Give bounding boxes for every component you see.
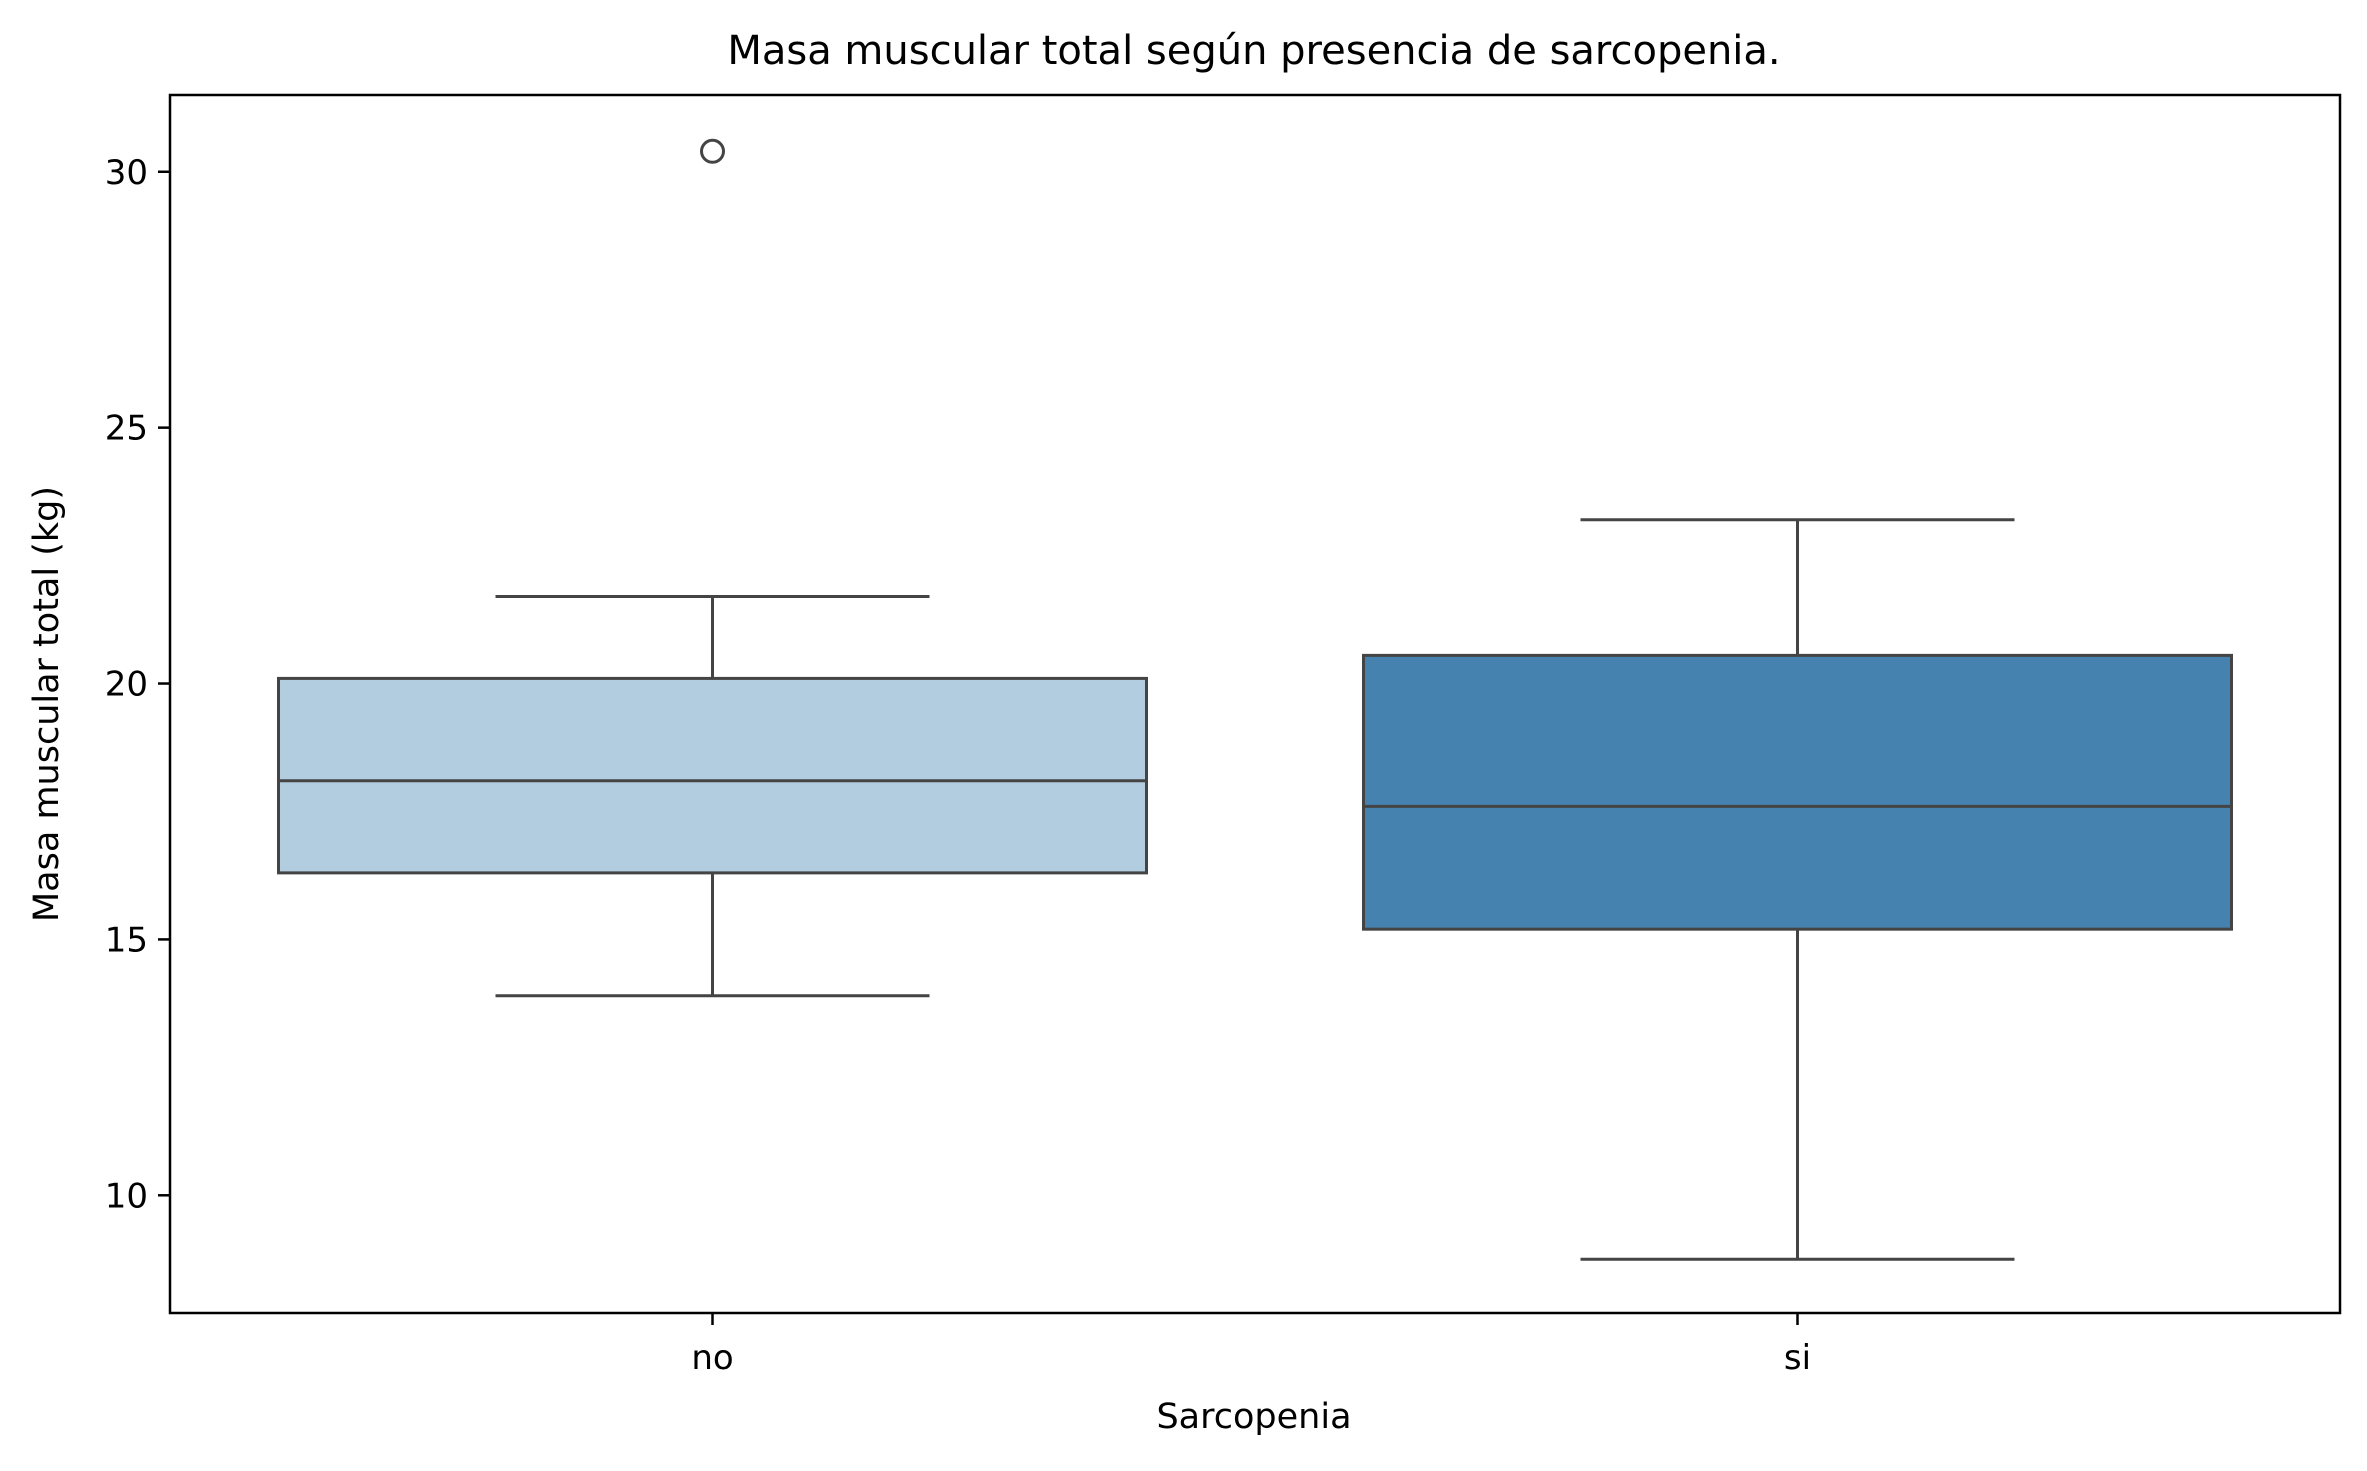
y-tick-label-10: 10 xyxy=(105,1176,148,1216)
x-tick-label-si: si xyxy=(1784,1338,1811,1378)
y-axis-label: Masa muscular total (kg) xyxy=(27,486,67,922)
x-axis: no si xyxy=(691,1313,1811,1378)
box-group-si xyxy=(1362,518,2233,1261)
y-tick-label-30: 30 xyxy=(105,153,148,193)
x-axis-label: Sarcopenia xyxy=(1156,1397,1351,1437)
outlier-point-no-0 xyxy=(700,138,725,164)
plot-frame xyxy=(168,93,2342,1315)
x-tick-label-no: no xyxy=(691,1338,733,1378)
y-tick-label-15: 15 xyxy=(105,920,148,960)
chart-title: Masa muscular total según presencia de s… xyxy=(727,28,1780,74)
box-group-no xyxy=(277,138,1148,998)
plot-content xyxy=(277,138,2233,1261)
box-si xyxy=(1362,653,2233,931)
box-no xyxy=(277,676,1148,875)
y-axis: 10 15 20 25 30 xyxy=(105,153,170,1216)
y-tick-label-25: 25 xyxy=(105,409,148,449)
y-tick-label-20: 20 xyxy=(105,665,148,705)
